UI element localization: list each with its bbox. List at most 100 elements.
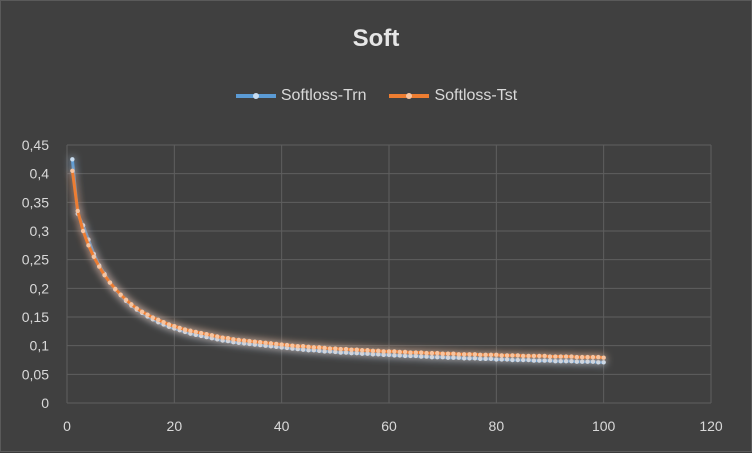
x-tick-label: 60 (381, 418, 397, 434)
data-point (504, 353, 510, 358)
data-point (429, 354, 435, 360)
data-point (531, 358, 537, 363)
series-trn (70, 157, 606, 365)
data-point (322, 345, 327, 351)
data-point (86, 243, 91, 248)
data-point (483, 356, 488, 362)
data-point (601, 355, 606, 360)
data-point (343, 350, 349, 355)
data-point (290, 343, 295, 348)
data-point (435, 354, 440, 360)
series-tst (70, 168, 606, 360)
y-tick-label: 0,3 (30, 223, 50, 239)
data-point (526, 353, 531, 359)
data-point (317, 345, 322, 350)
legend-item-tst: Softloss-Tst (388, 87, 517, 105)
data-point (91, 254, 97, 259)
data-point (252, 339, 258, 344)
data-point (563, 354, 569, 359)
data-point (349, 347, 354, 352)
data-point (354, 350, 359, 356)
data-point (424, 350, 429, 356)
data-point (161, 319, 166, 325)
data-point (370, 348, 376, 354)
data-point (145, 312, 150, 317)
data-point (354, 347, 359, 352)
x-tick-label: 40 (274, 418, 290, 434)
data-point (553, 358, 558, 364)
data-point (359, 351, 365, 356)
data-point (381, 349, 386, 354)
data-point (215, 334, 220, 339)
data-point (547, 358, 553, 363)
data-point (440, 351, 445, 356)
data-point (134, 306, 139, 311)
data-point (590, 354, 596, 360)
data-point (547, 354, 553, 359)
data-point (97, 264, 102, 269)
data-point (258, 340, 263, 345)
data-point (451, 355, 456, 360)
x-tick-label: 0 (63, 418, 71, 434)
data-point (365, 351, 370, 356)
data-point (504, 357, 510, 362)
data-point (569, 354, 574, 359)
data-point (520, 357, 526, 363)
data-point (456, 352, 461, 357)
x-tick-label: 80 (489, 418, 505, 434)
data-point (520, 353, 526, 359)
data-point (274, 341, 279, 347)
data-point (311, 345, 317, 350)
data-point (376, 352, 381, 357)
data-point (177, 325, 182, 331)
data-point (601, 360, 606, 365)
data-point (333, 349, 338, 355)
data-point (537, 353, 542, 359)
data-point (284, 342, 290, 348)
data-point (381, 352, 386, 358)
data-point (343, 346, 349, 352)
data-point (300, 344, 306, 349)
data-point (225, 336, 231, 341)
data-point (322, 349, 327, 354)
data-point (317, 348, 322, 354)
data-point (231, 337, 236, 342)
data-point (429, 350, 435, 356)
y-tick-label: 0,1 (30, 338, 50, 354)
data-point (515, 353, 520, 358)
data-point (488, 356, 494, 362)
data-point (499, 357, 504, 362)
legend-label-tst: Softloss-Tst (434, 87, 518, 104)
data-point (419, 354, 424, 359)
data-point (413, 350, 419, 355)
data-point (408, 353, 413, 359)
data-point (123, 297, 129, 302)
data-point (392, 349, 397, 354)
data-point (295, 344, 300, 349)
data-point (478, 356, 483, 362)
data-point (349, 350, 354, 356)
data-point (333, 346, 338, 351)
data-point (494, 352, 499, 358)
x-tick-label: 100 (592, 418, 616, 434)
data-point (467, 356, 472, 361)
data-point (263, 340, 268, 345)
data-point (472, 356, 478, 361)
data-point (204, 332, 209, 337)
data-point (102, 272, 107, 278)
data-point (494, 357, 499, 362)
data-point (392, 353, 397, 358)
data-point (445, 351, 451, 356)
data-point (359, 348, 365, 353)
x-tick-label: 20 (167, 418, 183, 434)
legend-marker-tst (389, 93, 430, 99)
series-line (70, 159, 604, 364)
y-tick-label: 0,2 (30, 280, 50, 296)
data-point (483, 352, 488, 358)
data-point (188, 328, 193, 333)
data-point (370, 352, 376, 357)
data-point (526, 357, 531, 363)
data-point (236, 337, 241, 343)
y-tick-label: 0 (41, 395, 49, 411)
legend-label-trn: Softloss-Trn (280, 87, 367, 104)
